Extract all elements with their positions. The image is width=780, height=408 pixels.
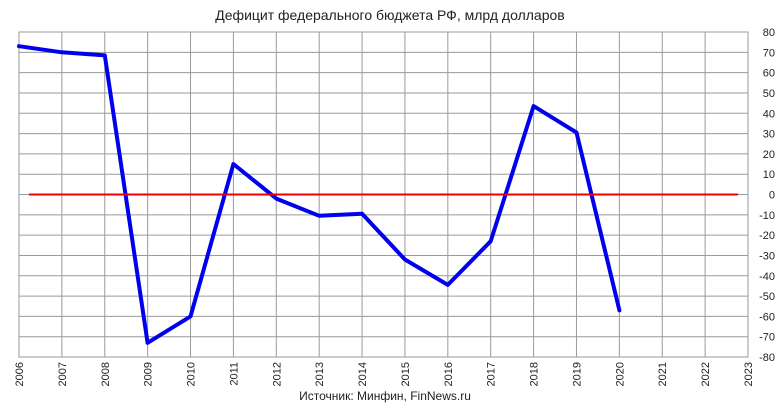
y-tick-label: -30 [759,250,775,262]
x-tick-label: 2015 [400,362,412,386]
plot-frame [18,31,749,358]
y-tick-label: 80 [763,27,775,39]
x-tick-label: 2020 [614,362,626,386]
y-tick-label: 50 [763,88,775,100]
source-note: Источник: Минфин, FinNews.ru [299,389,471,403]
y-tick-label: 20 [763,149,775,161]
x-tick-label: 2013 [314,362,326,386]
y-tick-label: 70 [763,47,775,59]
x-tick-label: 2019 [571,362,583,386]
y-tick-label: 0 [769,190,775,202]
y-tick-label: -40 [759,271,775,283]
y-tick-label: 40 [763,108,775,120]
x-tick-label: 2018 [529,362,541,386]
x-tick-label: 2017 [486,362,498,386]
y-tick-label: -10 [759,210,775,222]
y-tick-label: -60 [759,311,775,323]
x-tick-label: 2022 [700,362,712,386]
x-tick-label: 2007 [57,362,69,386]
series-layer [17,44,739,345]
y-tick-label: -70 [759,332,775,344]
y-tick-label: 30 [763,129,775,141]
y-tick-label: 10 [763,169,775,181]
x-tick-label: 2016 [443,362,455,386]
y-axis-ticks: 80 70 60 50 40 30 20 10 0 -10 -20 -30 -40 -50 -60 -70 -8… [759,27,775,364]
y-tick-label: 60 [763,68,775,80]
series-line-deficit [17,44,622,345]
x-tick-label: 2008 [100,362,112,386]
x-tick-label: 2006 [14,362,26,386]
x-axis-ticks: 2006 2007 2008 2009 2010 2011 2012 2013 2014 2015… [14,362,755,386]
y-tick-label: -50 [759,291,775,303]
x-tick-label: 2014 [357,362,369,386]
x-tick-label: 2010 [186,362,198,386]
x-tick-label: 2023 [743,362,755,386]
x-tick-label: 2021 [657,362,669,386]
chart-title: Дефицит федерального бюджета РФ, млрд до… [215,7,564,23]
x-tick-label: 2012 [271,362,283,386]
x-tick-label: 2009 [143,362,155,386]
y-tick-label: -20 [759,230,775,242]
y-tick-label: -80 [759,352,775,364]
x-tick-label: 2011 [228,362,240,386]
